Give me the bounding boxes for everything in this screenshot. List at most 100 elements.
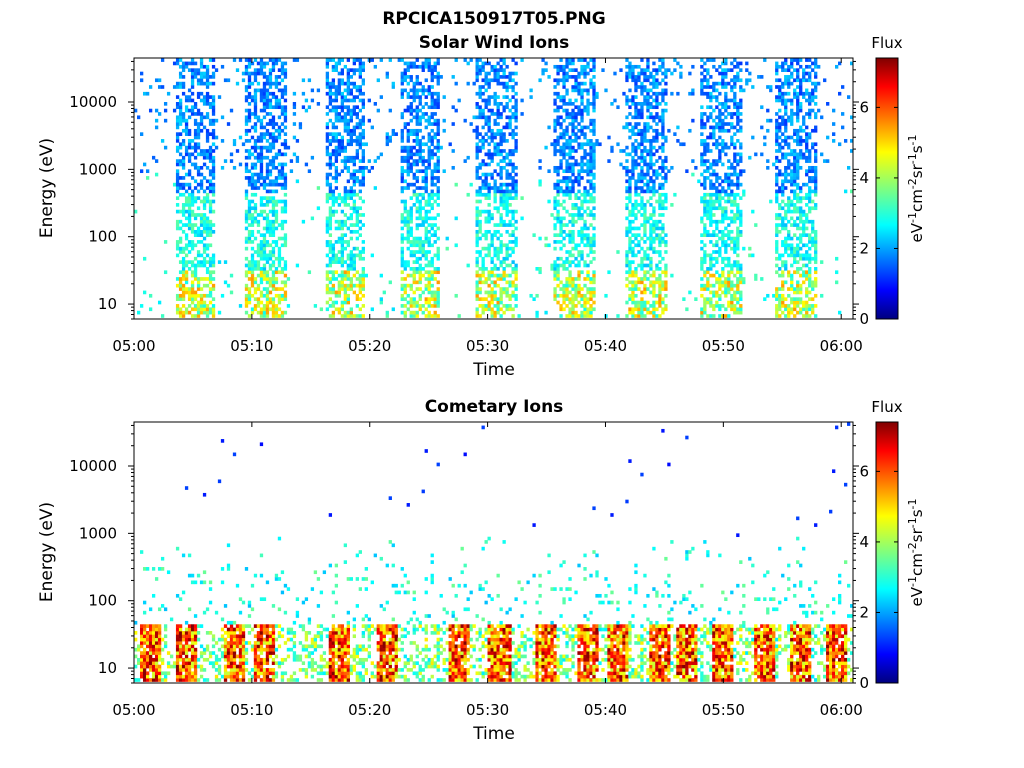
heatmap-cell <box>592 186 596 190</box>
heatmap-cell <box>265 112 270 116</box>
heatmap-cell <box>739 78 743 83</box>
heatmap-cell <box>400 58 404 62</box>
heatmap-cell <box>481 179 485 184</box>
heatmap-cell <box>568 139 572 143</box>
heatmap-cell <box>361 304 365 308</box>
heatmap-cell <box>655 122 659 126</box>
heatmap-cell <box>421 85 425 89</box>
heatmap-cell <box>628 105 632 110</box>
heatmap-cell <box>724 108 728 113</box>
heatmap-cell <box>496 297 500 301</box>
heatmap-cell <box>571 189 575 194</box>
heatmap-cell <box>415 128 419 133</box>
heatmap-cell <box>472 115 476 120</box>
heatmap-cell <box>400 293 404 298</box>
heatmap-cell <box>328 155 333 160</box>
heatmap-cell <box>511 85 515 89</box>
heatmap-cell <box>199 81 204 86</box>
heatmap-cell <box>718 122 722 126</box>
heatmap-cell <box>706 145 710 150</box>
heatmap-cell <box>163 240 168 244</box>
heatmap-cell <box>481 256 485 261</box>
heatmap-cell <box>271 115 276 120</box>
heatmap-cell <box>406 307 410 312</box>
heatmap-cell <box>334 135 339 140</box>
heatmap-cell <box>589 236 593 241</box>
heatmap-cell <box>652 172 656 177</box>
heatmap-cell <box>538 236 542 241</box>
heatmap-cell <box>592 256 596 261</box>
heatmap-cell <box>592 159 596 163</box>
heatmap-cell <box>205 216 210 221</box>
heatmap-cell <box>703 176 707 180</box>
heatmap-cell <box>487 155 491 160</box>
heatmap-cell <box>475 240 479 244</box>
heatmap-cell <box>637 122 641 126</box>
heatmap-cell <box>430 206 434 211</box>
heatmap-cell <box>586 91 590 96</box>
heatmap-cell <box>658 182 662 187</box>
heatmap-cell <box>607 159 611 163</box>
heatmap-cell <box>253 125 258 130</box>
heatmap-cell <box>502 61 506 66</box>
heatmap-cell <box>481 68 485 72</box>
heatmap-cell <box>577 189 581 194</box>
heatmap-cell <box>196 307 201 312</box>
heatmap-cell <box>175 240 180 244</box>
heatmap-cell <box>271 213 276 217</box>
heatmap-cell <box>178 105 183 110</box>
heatmap-cell <box>352 260 356 264</box>
heatmap-cell <box>640 300 644 305</box>
heatmap-cell <box>268 105 273 110</box>
heatmap-cell <box>199 91 204 96</box>
heatmap-cell <box>733 196 737 200</box>
heatmap-cell <box>712 283 716 288</box>
heatmap-cell <box>355 219 359 224</box>
heatmap-cell <box>706 277 710 281</box>
heatmap-cell <box>178 81 183 86</box>
heatmap-cell <box>175 105 180 110</box>
heatmap-cell <box>634 75 638 79</box>
heatmap-cell <box>253 219 258 224</box>
heatmap-cell <box>229 152 234 157</box>
heatmap-cell <box>430 216 434 221</box>
heatmap-cell <box>706 91 710 96</box>
heatmap-cell <box>244 216 249 221</box>
heatmap-cell <box>472 128 476 133</box>
heatmap-cell <box>352 263 356 268</box>
heatmap-cell <box>736 280 740 285</box>
heatmap-cell <box>346 122 350 126</box>
heatmap-cell <box>664 155 668 160</box>
heatmap-cell <box>427 297 431 301</box>
heatmap-cell <box>715 95 719 99</box>
heatmap-cell <box>343 310 348 315</box>
heatmap-cell <box>424 58 428 62</box>
heatmap-cell <box>562 149 566 153</box>
heatmap-cell <box>190 226 195 231</box>
heatmap-cell <box>706 71 710 76</box>
heatmap-cell <box>256 300 261 305</box>
heatmap-cell <box>211 98 216 103</box>
heatmap-cell <box>703 297 707 301</box>
heatmap-cell <box>265 91 270 96</box>
heatmap-cell <box>640 176 644 180</box>
heatmap-cell <box>739 196 743 200</box>
heatmap-cell <box>481 112 485 116</box>
heatmap-cell <box>430 293 434 298</box>
heatmap-cell <box>259 135 264 140</box>
heatmap-cell <box>418 169 422 174</box>
heatmap-cell <box>271 314 276 318</box>
heatmap-cell <box>208 287 213 291</box>
heatmap-cell <box>406 68 410 72</box>
heatmap-cell <box>508 203 512 207</box>
heatmap-cell <box>262 236 267 241</box>
heatmap-cell <box>436 236 440 241</box>
heatmap-cell <box>355 246 359 251</box>
heatmap-cell <box>475 219 479 224</box>
heatmap-cell <box>247 182 252 187</box>
heatmap-cell <box>700 267 704 271</box>
heatmap-cell <box>403 290 407 295</box>
heatmap-cell <box>349 236 353 241</box>
heatmap-cell <box>424 233 428 238</box>
heatmap-cell <box>592 206 596 211</box>
